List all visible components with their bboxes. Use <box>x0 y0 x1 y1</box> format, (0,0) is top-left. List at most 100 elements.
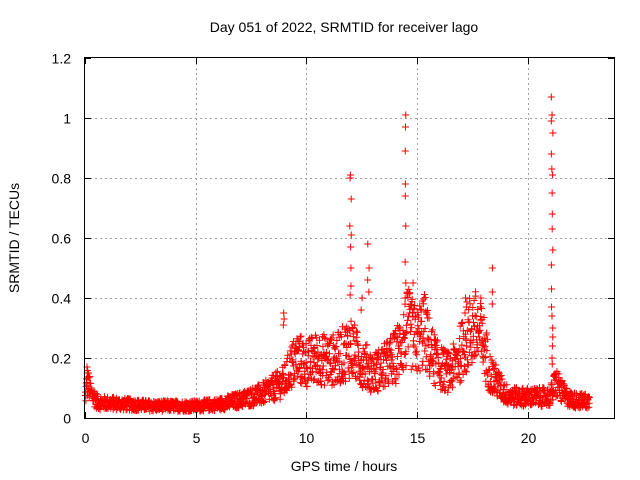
data-point <box>439 382 447 390</box>
data-point <box>548 381 556 389</box>
data-point <box>279 321 287 329</box>
data-point <box>354 341 362 349</box>
data-point <box>371 376 379 384</box>
data-point <box>421 347 429 355</box>
data-point <box>327 360 335 368</box>
data-point <box>548 360 556 368</box>
data-point <box>261 397 269 405</box>
data-point <box>368 354 376 362</box>
data-point <box>364 240 372 248</box>
x-tick-label: 20 <box>521 430 537 446</box>
data-point <box>423 310 431 318</box>
data-point <box>330 366 338 374</box>
data-point <box>464 360 472 368</box>
data-point <box>446 368 454 376</box>
data-point <box>347 243 355 251</box>
data-point <box>397 360 405 368</box>
data-point <box>379 365 387 373</box>
data-point <box>347 340 355 348</box>
data-point <box>476 326 484 334</box>
data-point <box>394 333 402 341</box>
data-point <box>402 321 410 329</box>
data-point <box>347 282 355 290</box>
data-point <box>497 372 505 380</box>
y-axis-title: SRMTID / TECUs <box>6 183 22 293</box>
data-point <box>354 340 362 348</box>
data-point <box>442 370 450 378</box>
data-point <box>289 356 297 364</box>
data-point <box>347 231 355 239</box>
data-point <box>323 348 331 356</box>
data-point <box>460 362 468 370</box>
data-point <box>426 372 434 380</box>
data-point <box>418 361 426 369</box>
data-point <box>477 303 485 311</box>
data-point <box>400 311 408 319</box>
data-point <box>346 291 354 299</box>
data-point <box>472 292 480 300</box>
data-point <box>428 357 436 365</box>
data-point <box>482 331 490 339</box>
data-point <box>290 377 298 385</box>
data-point <box>402 279 410 287</box>
data-point <box>389 359 397 367</box>
data-point <box>438 346 446 354</box>
data-point <box>409 309 417 317</box>
data-point <box>462 303 470 311</box>
data-point <box>466 300 474 308</box>
data-point <box>336 350 344 358</box>
data-point <box>439 381 447 389</box>
data-point <box>420 295 428 303</box>
data-point <box>433 336 441 344</box>
data-point <box>483 329 491 337</box>
data-point <box>302 363 310 371</box>
data-point <box>457 377 465 385</box>
data-point <box>329 331 337 339</box>
data-point <box>319 362 327 370</box>
data-point <box>313 361 321 369</box>
plot-frame <box>84 57 615 419</box>
data-point <box>401 294 409 302</box>
data-point <box>260 398 268 406</box>
data-point <box>344 364 352 372</box>
data-point <box>82 397 90 405</box>
data-point <box>313 342 321 350</box>
data-point <box>404 316 412 324</box>
data-point <box>429 326 437 334</box>
data-point <box>312 368 320 376</box>
data-point <box>549 396 557 404</box>
data-point <box>401 147 409 155</box>
data-point <box>402 123 410 131</box>
data-point <box>499 382 507 390</box>
data-point <box>292 360 300 368</box>
data-point <box>416 331 424 339</box>
data-point <box>419 357 427 365</box>
grid-lines <box>85 58 614 418</box>
data-point <box>416 367 424 375</box>
data-point <box>444 388 452 396</box>
data-point <box>373 386 381 394</box>
data-point <box>319 343 327 351</box>
data-point <box>491 365 499 373</box>
data-point <box>310 375 318 383</box>
chart-title: Day 051 of 2022, SRMTID for receiver lag… <box>210 19 479 35</box>
data-point <box>434 353 442 361</box>
data-point <box>484 371 492 379</box>
data-point <box>402 329 410 337</box>
data-point <box>280 315 288 323</box>
data-point <box>402 111 410 119</box>
data-point <box>425 314 433 322</box>
data-point <box>325 350 333 358</box>
data-point <box>454 374 462 382</box>
data-points <box>81 93 593 415</box>
data-point <box>399 366 407 374</box>
data-point <box>294 337 302 345</box>
data-point <box>296 333 304 341</box>
data-point <box>308 334 316 342</box>
data-point <box>378 369 386 377</box>
data-point <box>471 348 479 356</box>
data-point <box>346 222 354 230</box>
data-point <box>313 379 321 387</box>
data-point <box>528 400 536 408</box>
